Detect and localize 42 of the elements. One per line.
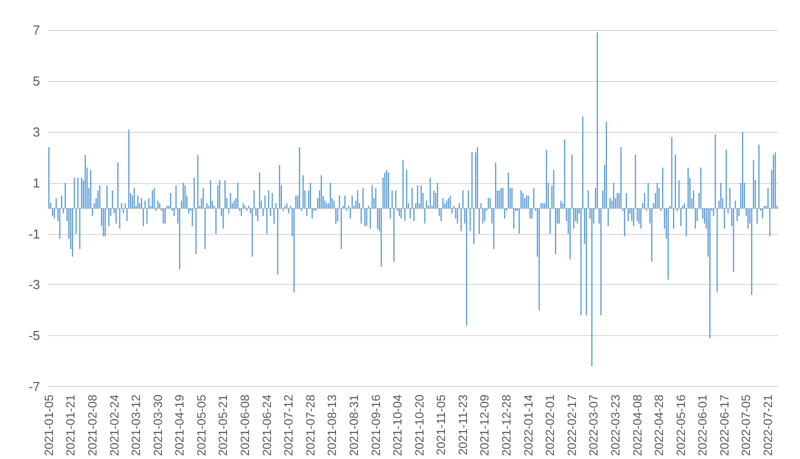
- x-tick-label: 2022-07-21: [761, 394, 776, 456]
- x-tick-label: 2022-06-01: [696, 394, 710, 456]
- y-tick-label: -7: [28, 379, 40, 394]
- y-tick-label: -5: [28, 328, 40, 344]
- x-tick-label: 2021-08-31: [346, 394, 361, 456]
- x-tick-label: 2021-09-16: [368, 394, 383, 456]
- x-tick-label: 2022-04-08: [630, 394, 644, 456]
- x-tick-label: 2021-12-09: [478, 394, 492, 456]
- x-tick-label: 2021-07-28: [303, 394, 318, 456]
- x-tick-label: 2021-10-20: [412, 394, 426, 456]
- x-tick-label: 2022-05-16: [674, 394, 688, 456]
- x-tick-label: 2021-07-12: [282, 394, 296, 456]
- x-tick-label: 2021-11-05: [434, 394, 448, 456]
- x-tick-label: 2021-03-12: [129, 394, 144, 456]
- y-tick-label: -1: [28, 226, 40, 242]
- x-tick-label: 2021-12-28: [500, 394, 514, 456]
- x-tick-label: 2021-06-24: [260, 394, 274, 456]
- x-tick-label: 2022-07-05: [739, 394, 754, 456]
- x-tick-label: 2021-04-19: [172, 394, 187, 456]
- x-tick-label: 2021-01-05: [42, 394, 56, 456]
- y-tick-label: 7: [32, 22, 40, 38]
- y-tick-label: 3: [32, 124, 40, 140]
- x-tick-label: 2022-06-17: [717, 394, 732, 456]
- x-tick-label: 2021-10-04: [390, 394, 405, 456]
- y-tick-label: 5: [32, 73, 40, 88]
- x-tick-label: 2021-05-05: [194, 394, 208, 456]
- x-tick-label: 2021-05-21: [216, 394, 230, 456]
- x-tick-label: 2021-08-13: [325, 394, 340, 456]
- x-tick-label: 2022-03-07: [586, 394, 601, 456]
- x-tick-label: 2021-11-23: [456, 394, 470, 456]
- x-tick-label: 2022-02-01: [543, 394, 558, 456]
- x-tick-label: 2021-01-21: [64, 394, 78, 456]
- x-tick-label: 2022-01-14: [521, 394, 536, 456]
- x-tick-label: 2022-03-23: [608, 394, 622, 456]
- x-tick-label: 2021-03-30: [150, 394, 165, 456]
- x-tick-label: 2022-02-17: [564, 394, 579, 456]
- y-tick-label: -3: [28, 277, 40, 292]
- y-tick-label: 1: [32, 175, 40, 190]
- x-tick-label: 2021-02-08: [85, 394, 100, 456]
- x-tick-label: 2021-02-24: [107, 394, 122, 456]
- x-tick-label: 2021-06-08: [238, 394, 252, 456]
- x-tick-label: 2022-04-28: [652, 394, 666, 456]
